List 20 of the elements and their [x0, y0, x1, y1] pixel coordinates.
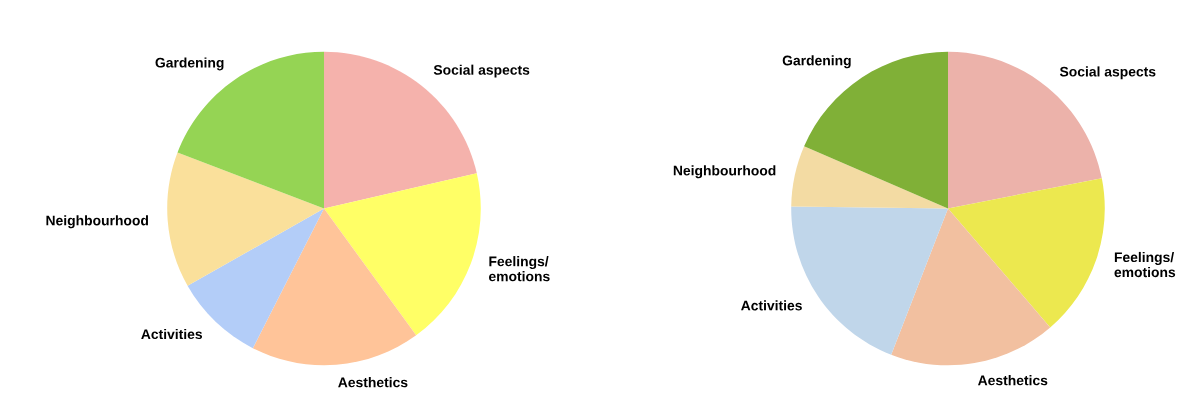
slice-label: Social aspects [1059, 66, 1156, 80]
slice-label: Aesthetics [338, 377, 408, 388]
slice-label: Neighbourhood [673, 165, 776, 179]
slice-label: Feelings/ emotions [1114, 251, 1176, 278]
slice-label: Gardening [782, 55, 851, 69]
pie-slice [324, 173, 481, 336]
slice-label: Social aspects [433, 64, 530, 78]
pie-slice [948, 178, 1105, 328]
pie-slice [791, 146, 948, 209]
pie-slice [948, 51, 1102, 209]
pie-slice [324, 51, 477, 209]
slice-label: Activities [741, 300, 802, 311]
pie-slice [891, 208, 1051, 366]
slice-label: Gardening [155, 57, 224, 71]
slice-label: Aesthetics [977, 375, 1048, 386]
slice-label: Feelings/ emotions [489, 256, 550, 282]
slice-label: Neighbourhood [46, 215, 148, 229]
pie-slice [167, 152, 324, 286]
pie-slice [252, 208, 417, 366]
slice-label: Activities [141, 328, 203, 340]
